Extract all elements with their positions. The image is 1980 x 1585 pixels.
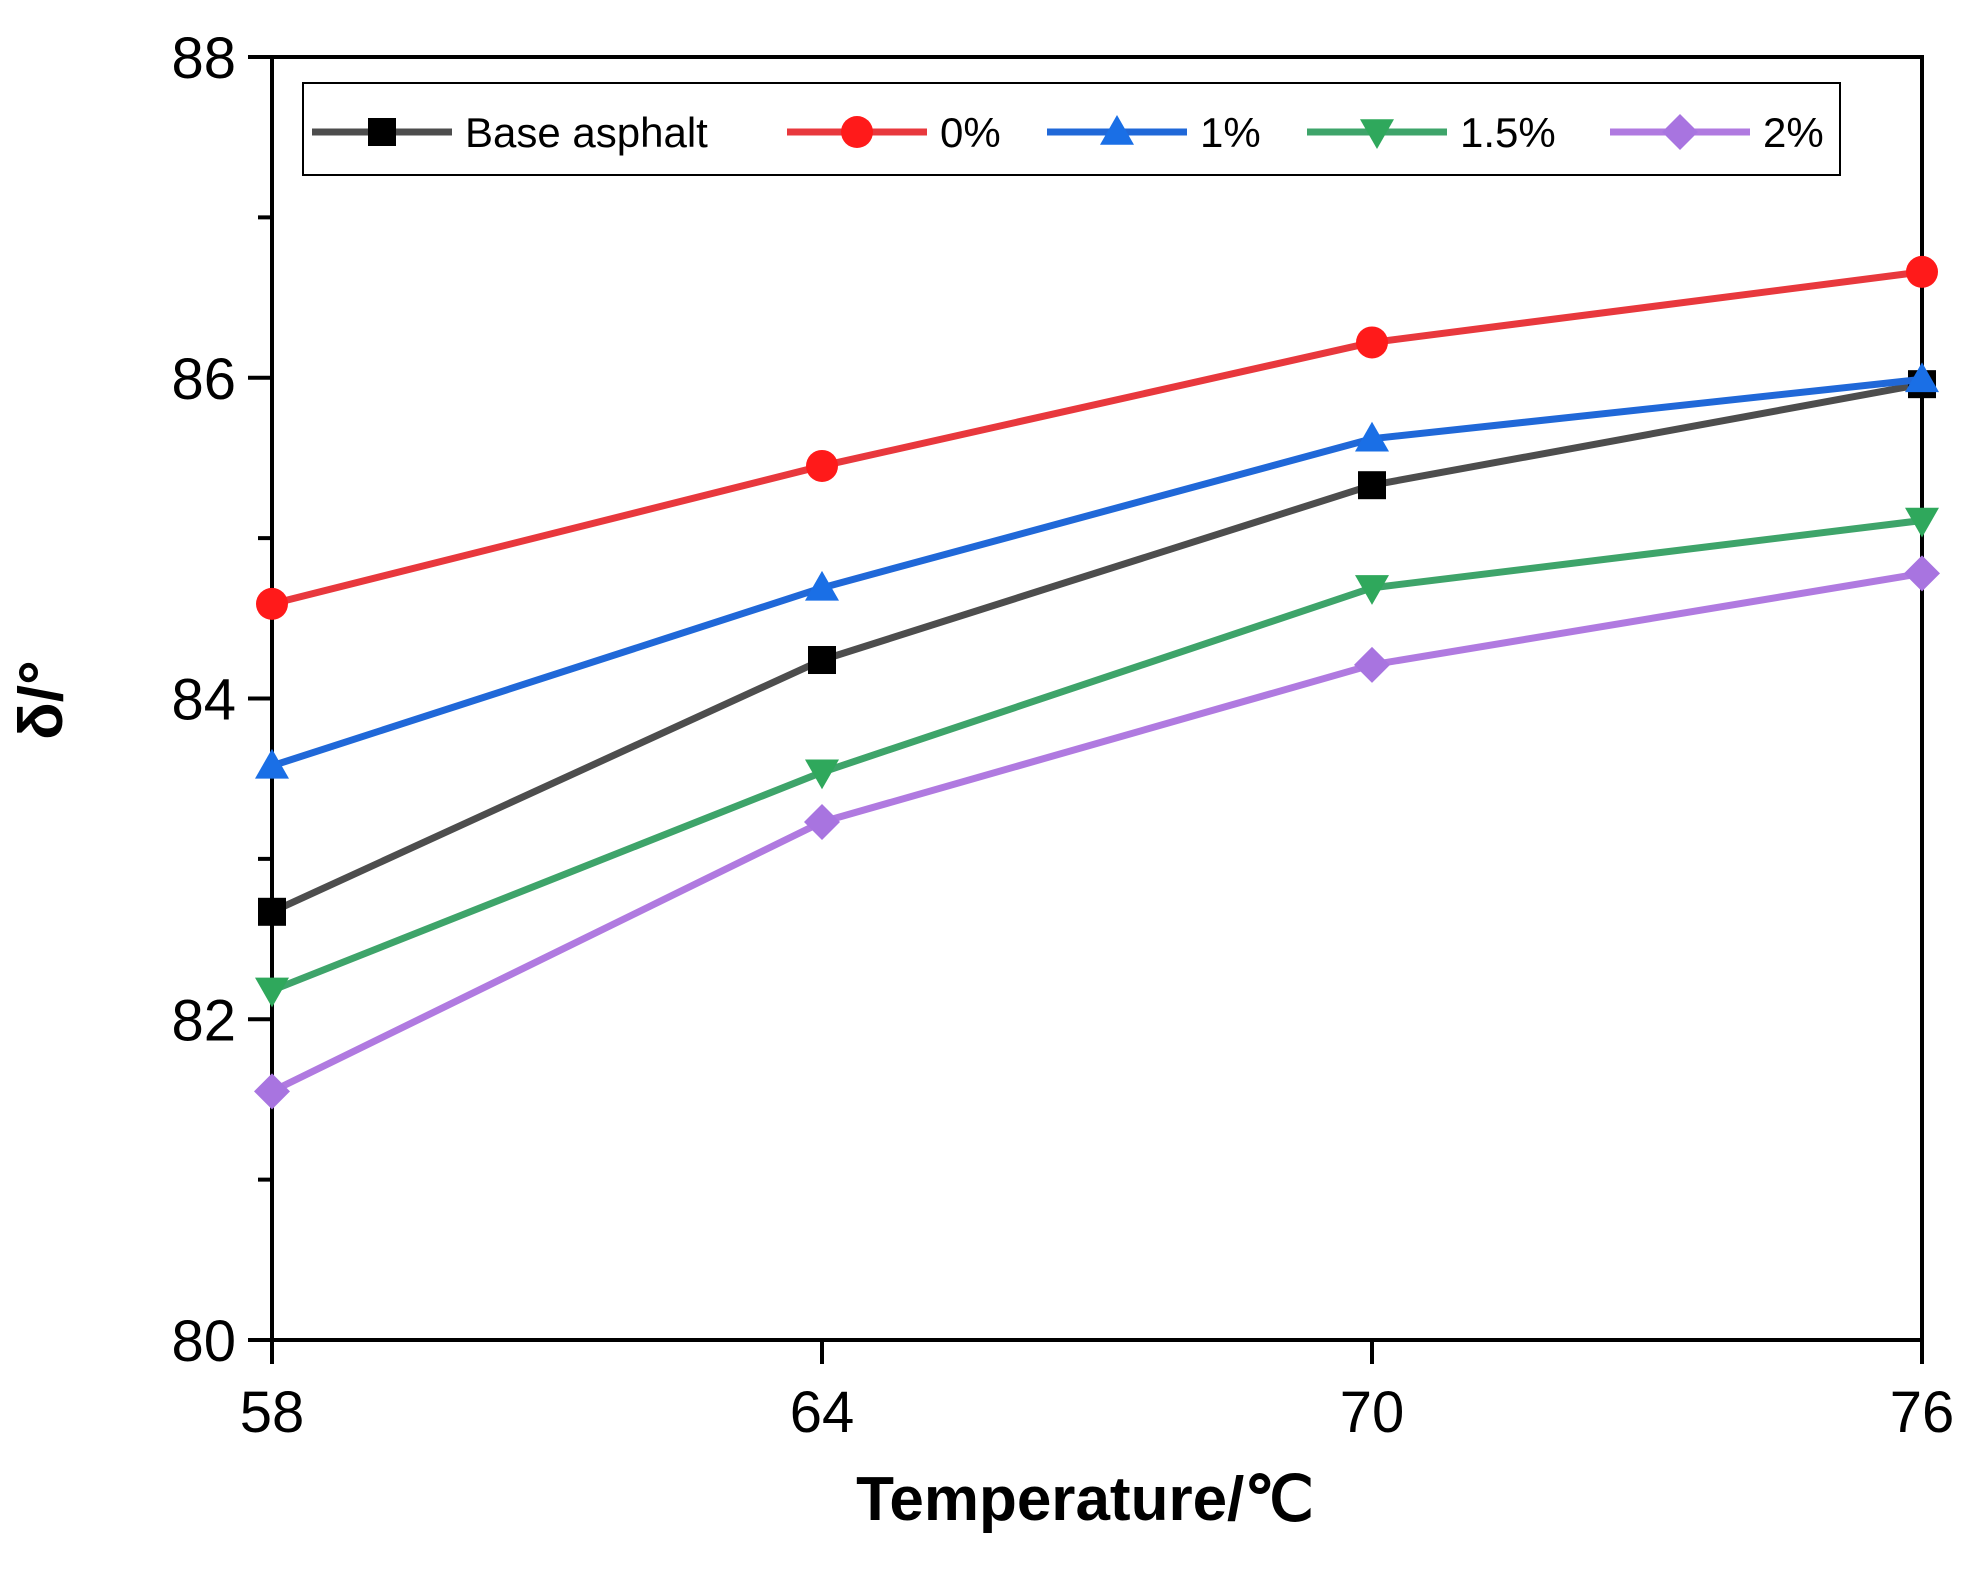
data-point: [808, 646, 836, 675]
y-axis-title: δ/°: [7, 660, 76, 740]
data-point: [1906, 255, 1938, 288]
data-point: [1354, 646, 1390, 683]
series-line: [271, 268, 1923, 608]
legend-marker: [368, 118, 396, 146]
data-point: [1904, 555, 1940, 592]
data-point: [258, 897, 286, 926]
y-tick-label: 80: [171, 1309, 236, 1374]
plot-frame: [270, 55, 1924, 1342]
x-axis-title: Temperature/℃: [856, 1465, 1314, 1534]
data-point: [1355, 421, 1389, 452]
legend-item: Base asphalt: [312, 109, 708, 156]
legend-label: 1.5%: [1460, 109, 1556, 156]
legend-label: Base asphalt: [465, 109, 708, 156]
series-1-: [255, 362, 1939, 779]
legend-marker: [1662, 114, 1698, 150]
x-tick-label: 70: [1340, 1380, 1405, 1445]
legend-label: 1%: [1200, 109, 1261, 156]
data-point: [804, 803, 840, 840]
legend-marker: [1360, 119, 1394, 149]
data-point: [256, 587, 288, 620]
series-2-: [254, 555, 1940, 1110]
legend-marker: [1100, 115, 1134, 145]
series-line: [270, 380, 1923, 915]
legend-item: 1.5%: [1307, 109, 1556, 156]
data-point: [1358, 471, 1386, 500]
legend-item: 1%: [1047, 109, 1261, 156]
data-point: [805, 759, 839, 790]
data-point: [255, 748, 289, 779]
x-tick-label: 64: [790, 1380, 855, 1445]
legend-item: 2%: [1610, 109, 1824, 156]
legend-marker: [841, 116, 873, 148]
data-point: [1356, 326, 1388, 359]
series-line: [270, 569, 1923, 1095]
series-0-: [256, 255, 1938, 620]
data-point: [254, 1073, 290, 1110]
data-point: [805, 570, 839, 601]
legend-label: 0%: [940, 109, 1001, 156]
data-point: [255, 977, 289, 1008]
legend: Base asphalt 0% 1% 1.5% 2%: [302, 82, 1841, 176]
series-base-asphalt: [258, 370, 1936, 926]
y-tick-label: 84: [171, 668, 236, 733]
data-point: [806, 449, 838, 482]
legend-item: 0%: [787, 109, 1001, 156]
series-line: [270, 375, 1923, 770]
y-tick-label: 82: [171, 988, 236, 1053]
legend-label: 2%: [1763, 109, 1824, 156]
y-tick-label: 88: [171, 26, 236, 91]
series-line: [270, 517, 1923, 994]
data-point: [1905, 362, 1939, 393]
x-tick-label: 76: [1890, 1380, 1955, 1445]
data-point: [1905, 507, 1939, 538]
data-point: [1355, 575, 1389, 605]
series-1-5-: [255, 507, 1939, 1008]
x-tick-label: 58: [240, 1380, 305, 1445]
y-tick-label: 86: [171, 347, 236, 412]
